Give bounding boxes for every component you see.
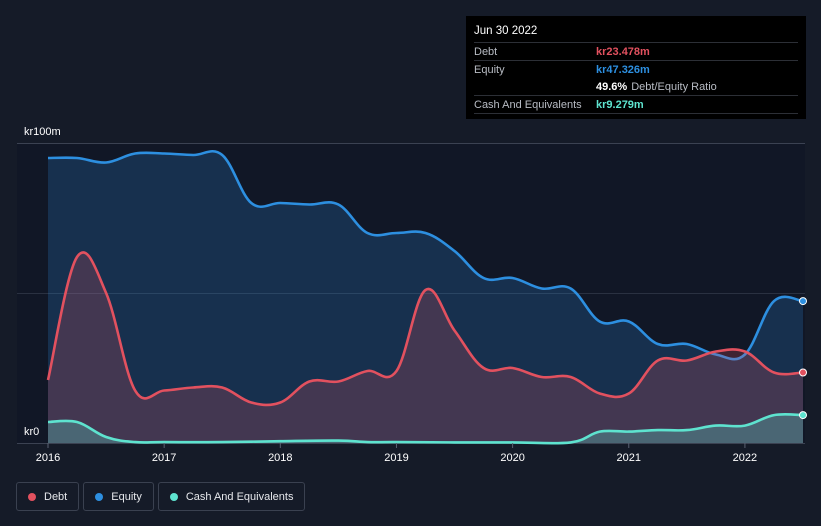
legend-dot-equity-icon [95, 492, 104, 501]
tooltip-ratio-label: Debt/Equity Ratio [631, 80, 717, 93]
tooltip-date: Jun 30 2022 [474, 25, 538, 37]
legend-dot-debt-icon [28, 492, 36, 501]
equity-area [48, 151, 803, 443]
legend-label-equity: Equity [111, 490, 142, 503]
tooltip-equity-label: Equity [474, 63, 505, 76]
chart-legend: Debt Equity Cash And Equivalents [16, 482, 306, 511]
x-tick-label-2016: 2016 [36, 452, 60, 464]
legend-label-cash: Cash And Equivalents [185, 490, 294, 503]
tooltip-debt-row: Debt kr23.478m [474, 42, 798, 60]
legend-item-equity[interactable]: Equity [83, 482, 154, 511]
tooltip-ratio-value: 49.6% [596, 80, 628, 93]
tooltip-debt-value: kr23.478m [596, 45, 650, 58]
y-axis-top-label: kr100m [24, 126, 61, 138]
x-tick-label-2019: 2019 [384, 452, 408, 464]
x-tick-label-2018: 2018 [268, 452, 292, 464]
x-tick-label-2022: 2022 [733, 452, 757, 464]
tooltip-cash-row: Cash And Equivalents kr9.279m [474, 95, 798, 114]
tooltip-equity-row: Equity kr47.326m [474, 60, 798, 78]
x-tick-label-2021: 2021 [617, 452, 641, 464]
cash-and-equivalents-end-point[interactable] [799, 411, 807, 420]
equity-line [47, 150, 804, 361]
equity-end-point[interactable] [799, 297, 807, 306]
tooltip-equity-value: kr47.326m [596, 63, 650, 76]
debt-end-point[interactable] [799, 368, 807, 377]
legend-label-debt: Debt [44, 490, 68, 503]
x-tick-label-2017: 2017 [152, 452, 176, 464]
tooltip-debt-label: Debt [474, 45, 498, 58]
cash-and-equivalents-area [48, 414, 803, 444]
tooltip-ratio-row: 49.6% Debt/Equity Ratio [474, 78, 798, 95]
legend-dot-cash-icon [169, 492, 178, 501]
tooltip-cash-label: Cash And Equivalents [474, 98, 582, 111]
cash-and-equivalents-line [47, 412, 804, 445]
legend-item-cash[interactable]: Cash And Equivalents [157, 482, 306, 511]
tooltip-cash-value: kr9.279m [596, 98, 644, 111]
tooltip-panel: Jun 30 2022 Debt kr23.478m Equity kr47.3… [466, 16, 806, 119]
debt-line [46, 251, 804, 407]
legend-item-debt[interactable]: Debt [16, 482, 80, 511]
x-tick-label-2020: 2020 [500, 452, 524, 464]
y-axis-bottom-label: kr0 [24, 426, 39, 438]
